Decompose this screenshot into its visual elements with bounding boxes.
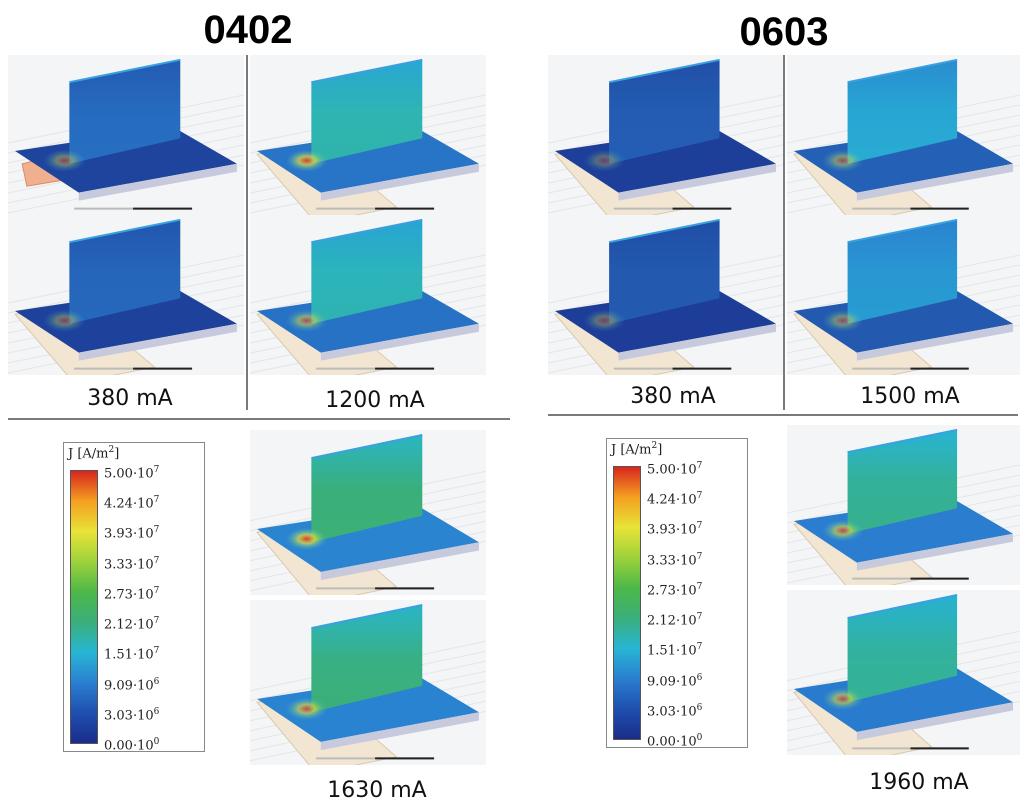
divider-0603-vertical [783, 55, 785, 410]
colorbar-tick-label: 2.12·107 [647, 612, 703, 629]
colorbar-tick-label: 3.93·107 [647, 521, 703, 538]
caption-0603-1500ma: 1500 mA [860, 384, 960, 409]
colorbar-legend-0402: J [A/m2] 5.00·107 4.24·107 3.93·107 3.33·10… [63, 442, 205, 754]
colorbar-tick-label: 3.03·106 [647, 702, 703, 720]
colorbar-tick-label: 2.73·107 [647, 581, 703, 599]
colorbar-tick-label: 3.93·107 [104, 525, 160, 542]
colorbar-title: J [A/m2] [68, 445, 120, 462]
colorbar-tick-label: 2.12·107 [104, 616, 160, 633]
colorbar-title: J [A/m2] [611, 441, 663, 458]
colorbar-tick-label: 9.09·106 [104, 676, 160, 693]
colorbar-tick-label: 0.00·100 [647, 733, 703, 750]
colorbar-legend-0603: J [A/m2] 5.00·107 4.24·107 3.93·107 3.33·10… [606, 438, 748, 750]
caption-0603-380ma: 380 mA [630, 384, 716, 409]
colorbar-tick-label: 1.51·107 [104, 646, 160, 663]
colorbar-tick-label: 0.00·100 [104, 737, 160, 754]
colorbar-gradient [70, 470, 98, 744]
sim-0402-1200ma-a [250, 55, 486, 215]
colorbar-tick-label: 5.00·107 [104, 465, 160, 482]
sim-0603-1960ma-b [787, 590, 1020, 755]
sim-0402-1630ma-a [250, 430, 486, 595]
sim-0402-1630ma-b [250, 600, 486, 765]
colorbar-tick-label: 3.33·107 [104, 555, 160, 572]
sim-0603-380ma-b [548, 215, 783, 375]
sim-0603-1500ma-b [787, 215, 1020, 375]
caption-0603-1960ma: 1960 mA [869, 770, 969, 795]
caption-0402-1200ma: 1200 mA [325, 388, 425, 413]
group-title-0402: 0402 [203, 8, 293, 52]
sim-0402-380ma-b [8, 215, 244, 375]
sim-0603-1500ma-a [787, 55, 1020, 215]
sim-0402-1200ma-b [250, 215, 486, 375]
divider-0402-vertical [246, 55, 248, 410]
colorbar-tick-label: 1.51·107 [647, 642, 703, 659]
sim-0603-380ma-a [548, 55, 783, 215]
colorbar-tick-label: 5.00·107 [647, 461, 703, 478]
group-title-0603: 0603 [739, 10, 829, 54]
divider-0603-horizontal [548, 414, 1018, 416]
sim-0402-380ma-a [8, 55, 244, 215]
colorbar-tick-label: 2.73·107 [104, 585, 160, 603]
caption-0402-1630ma: 1630 mA [327, 778, 427, 803]
colorbar-tick-label: 3.03·106 [104, 706, 160, 724]
colorbar-tick-label: 9.09·106 [647, 672, 703, 689]
colorbar-tick-label: 3.33·107 [647, 551, 703, 568]
colorbar-gradient [613, 466, 641, 740]
sim-0603-1960ma-a [787, 425, 1020, 585]
colorbar-tick-label: 4.24·107 [104, 495, 160, 512]
colorbar-tick-label: 4.24·107 [647, 491, 703, 508]
caption-0402-380ma: 380 mA [87, 386, 173, 411]
divider-0402-horizontal [8, 418, 510, 420]
